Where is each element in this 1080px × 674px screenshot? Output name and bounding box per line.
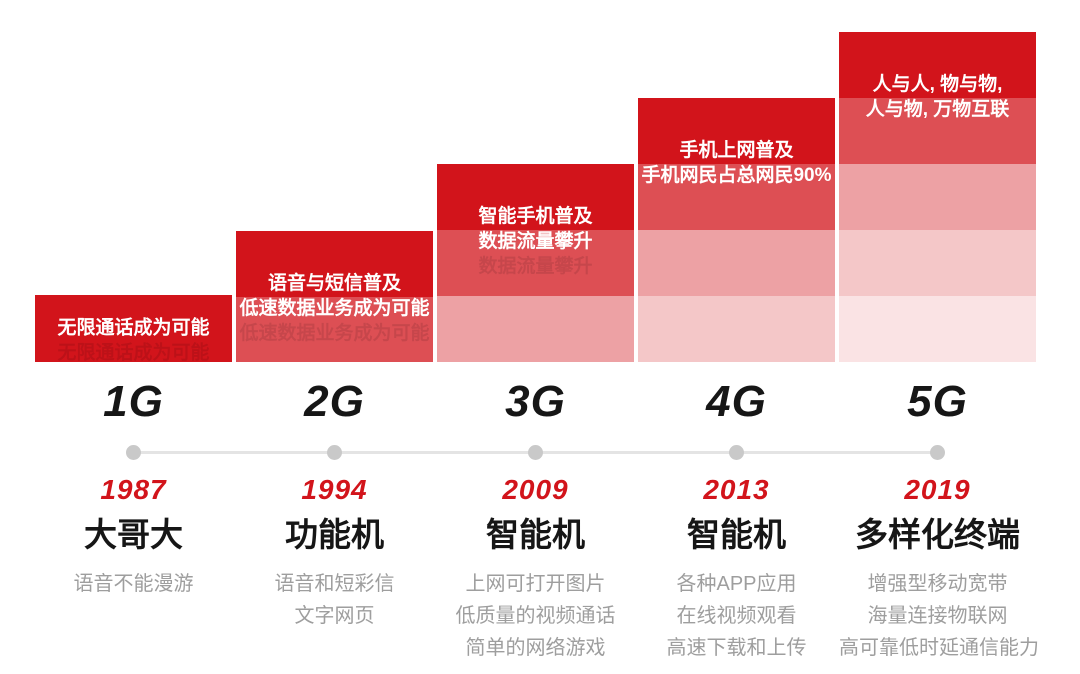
band — [638, 296, 835, 362]
band — [839, 98, 1036, 164]
description-line: 高速下载和上传 — [666, 637, 807, 659]
year-row: 1987 1994 2009 2013 2019 — [35, 474, 1036, 506]
band — [236, 296, 433, 362]
year-label-4g: 2013 — [703, 474, 770, 505]
caption-line: 语音与短信普及 — [267, 273, 401, 294]
device-label-2g: 功能机 — [285, 516, 384, 553]
column-caption: 手机上网普及 手机网民占总网民90% — [638, 138, 835, 188]
device-label-3g: 智能机 — [486, 516, 585, 553]
description-2g: 语音和短彩信 文字网页 — [236, 568, 433, 664]
description-line: 简单的网络游戏 — [465, 637, 606, 659]
staircase-column-5g: 人与人, 物与物, 人与物, 万物互联 — [839, 32, 1036, 362]
band — [638, 164, 835, 230]
timeline-dot-5g — [930, 445, 945, 460]
caption-echo: 低速数据业务成为可能 — [239, 323, 430, 344]
device-label-1g: 大哥大 — [84, 516, 183, 553]
generation-label-row: 1G 2G 3G 4G 5G — [35, 377, 1036, 427]
description-5g: 增强型移动宽带 海量连接物联网 高可靠低时延通信能力 — [839, 568, 1039, 664]
caption-line: 智能手机普及 — [478, 206, 593, 227]
band — [839, 296, 1036, 362]
description-line: 语音不能漫游 — [73, 573, 194, 595]
description-3g: 上网可打开图片 低质量的视频通话 简单的网络游戏 — [437, 568, 634, 664]
device-row: 大哥大 功能机 智能机 智能机 多样化终端 — [35, 514, 1036, 556]
device-label-4g: 智能机 — [687, 516, 786, 553]
band — [839, 230, 1036, 296]
staircase-column-4g: 手机上网普及 手机网民占总网民90% — [638, 98, 835, 362]
description-1g: 语音不能漫游 — [35, 568, 232, 664]
band — [839, 164, 1036, 230]
band — [35, 295, 232, 362]
column-caption: 智能手机普及 数据流量攀升 数据流量攀升 — [437, 204, 634, 277]
description-line: 海量连接物联网 — [867, 605, 1008, 627]
generation-label-3g: 3G — [505, 377, 566, 426]
description-line: 在线视频观看 — [676, 605, 797, 627]
band — [236, 231, 433, 297]
description-row: 语音不能漫游 语音和短彩信 文字网页 上网可打开图片 低质量的视频通话 简单的网… — [35, 568, 1040, 664]
year-label-5g: 2019 — [904, 474, 971, 505]
band — [638, 98, 835, 164]
caption-line: 低速数据业务成为可能 — [239, 298, 430, 319]
description-line: 高可靠低时延通信能力 — [839, 637, 1039, 659]
band — [437, 230, 634, 296]
caption-line: 数据流量攀升 — [478, 231, 593, 252]
staircase-column-2g: 语音与短信普及 低速数据业务成为可能 低速数据业务成为可能 — [236, 231, 433, 362]
generation-label-2g: 2G — [304, 377, 365, 426]
staircase-column-1g: 无限通话成为可能 无限通话成为可能 — [35, 295, 232, 364]
description-4g: 各种APP应用 在线视频观看 高速下载和上传 — [638, 568, 835, 664]
generation-label-5g: 5G — [907, 377, 968, 426]
description-line: 增强型移动宽带 — [867, 573, 1008, 595]
description-line: 各种APP应用 — [676, 573, 797, 595]
caption-echo: 数据流量攀升 — [478, 256, 593, 277]
year-label-1g: 1987 — [100, 474, 167, 505]
column-caption: 无限通话成为可能 无限通话成为可能 — [35, 316, 232, 364]
caption-line: 无限通话成为可能 — [57, 317, 210, 339]
description-line: 上网可打开图片 — [465, 573, 606, 595]
timeline-dot-2g — [327, 445, 342, 460]
band — [638, 230, 835, 296]
caption-echo: 无限通话成为可能 — [57, 342, 210, 364]
staircase-column-3g: 智能手机普及 数据流量攀升 数据流量攀升 — [437, 164, 634, 362]
timeline-dot-1g — [126, 445, 141, 460]
caption-line: 手机网民占总网民90% — [641, 165, 832, 186]
caption-line: 手机上网普及 — [679, 140, 794, 161]
band — [839, 32, 1036, 98]
device-label-5g: 多样化终端 — [855, 516, 1020, 553]
band — [437, 296, 634, 362]
band — [437, 164, 634, 230]
column-caption: 语音与短信普及 低速数据业务成为可能 低速数据业务成为可能 — [236, 271, 433, 344]
generation-label-4g: 4G — [706, 377, 767, 426]
caption-line: 人与人, 物与物, — [872, 74, 1003, 95]
timeline-dot-3g — [528, 445, 543, 460]
timeline-dot-4g — [729, 445, 744, 460]
caption-line: 人与物, 万物互联 — [865, 99, 1010, 120]
description-line: 文字网页 — [294, 605, 375, 627]
description-line: 低质量的视频通话 — [455, 605, 616, 627]
year-label-3g: 2009 — [502, 474, 569, 505]
year-label-2g: 1994 — [301, 474, 368, 505]
description-line: 语音和短彩信 — [274, 573, 395, 595]
generation-label-1g: 1G — [103, 377, 164, 426]
column-caption: 人与人, 物与物, 人与物, 万物互联 — [839, 72, 1036, 122]
